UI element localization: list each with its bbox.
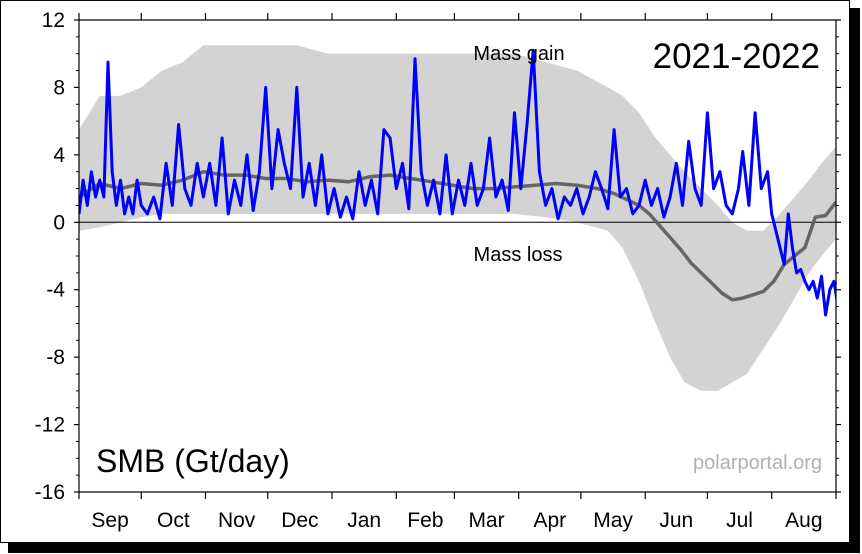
frame-border xyxy=(0,0,850,543)
y-tick-label: 0 xyxy=(53,211,65,234)
month-label: Dec xyxy=(281,509,318,532)
month-label: Jan xyxy=(347,509,381,532)
mass-gain-label: Mass gain xyxy=(473,43,564,65)
month-label: Jul xyxy=(726,509,753,532)
month-label: Nov xyxy=(218,509,256,532)
month-label: Feb xyxy=(407,509,443,532)
daily-smb-summer-line xyxy=(737,111,836,317)
month-label: Aug xyxy=(785,509,822,532)
month-label: Sep xyxy=(91,509,128,532)
y-tick-label: -12 xyxy=(35,414,65,437)
month-label: Mar xyxy=(468,509,504,532)
y-tick-label: -16 xyxy=(35,481,65,504)
y-tick-label: 12 xyxy=(42,9,65,32)
chart-title: 2021-2022 xyxy=(653,37,820,76)
plot-area xyxy=(79,45,836,391)
mean-line xyxy=(79,169,836,302)
source-label: polarportal.org xyxy=(693,452,822,474)
y-tick-label: -8 xyxy=(46,346,65,369)
month-label: May xyxy=(593,509,633,532)
daily-smb-line xyxy=(79,48,740,221)
plot-series xyxy=(79,45,836,391)
y-axis: 12 8 4 0 -4 -8 -12 -16 xyxy=(35,9,841,504)
month-label: Oct xyxy=(157,509,190,532)
y-axis-label: SMB (Gt/day) xyxy=(96,443,290,479)
month-label: Jun xyxy=(659,509,693,532)
mass-loss-label: Mass loss xyxy=(474,244,563,266)
y-tick-label: 8 xyxy=(53,76,65,99)
y-tick-label: -4 xyxy=(46,279,65,302)
x-axis: Sep Oct Nov Dec Jan Feb Mar Apr May Jun Jul Aug xyxy=(78,13,837,532)
y-tick-label: 4 xyxy=(53,144,65,167)
month-label: Apr xyxy=(533,509,566,532)
